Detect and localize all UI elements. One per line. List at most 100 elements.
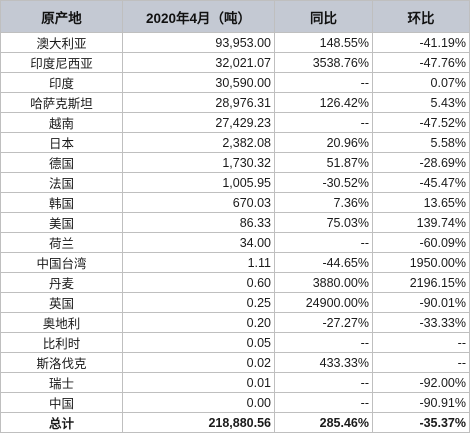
yoy-cell: -- <box>274 72 373 93</box>
table-row: 法国 1,005.95 -30.52% -45.47% <box>0 172 470 193</box>
yoy-cell: 51.87% <box>274 152 373 173</box>
volume-cell: 30,590.00 <box>122 72 275 93</box>
origin-cell: 中国 <box>0 392 123 413</box>
table-row: 印度 30,590.00 -- 0.07% <box>0 72 470 93</box>
yoy-cell: -- <box>274 112 373 133</box>
mom-cell: -90.01% <box>372 292 470 313</box>
origin-cell: 奥地利 <box>0 312 123 333</box>
mom-cell: 13.65% <box>372 192 470 213</box>
mom-cell: 1950.00% <box>372 252 470 273</box>
mom-cell: 0.07% <box>372 72 470 93</box>
volume-cell: 1.11 <box>122 252 275 273</box>
yoy-cell: 75.03% <box>274 212 373 233</box>
mom-cell: -33.33% <box>372 312 470 333</box>
volume-cell: 0.02 <box>122 352 275 373</box>
table-row: 英国 0.25 24900.00% -90.01% <box>0 292 470 313</box>
volume-cell: 670.03 <box>122 192 275 213</box>
origin-cell: 法国 <box>0 172 123 193</box>
table-row: 哈萨克斯坦 28,976.31 126.42% 5.43% <box>0 92 470 113</box>
table-row: 荷兰 34.00 -- -60.09% <box>0 232 470 253</box>
volume-cell: 0.20 <box>122 312 275 333</box>
mom-cell: 5.43% <box>372 92 470 113</box>
yoy-cell: 126.42% <box>274 92 373 113</box>
yoy-cell: -- <box>274 372 373 393</box>
volume-cell: 0.60 <box>122 272 275 293</box>
origin-cell: 韩国 <box>0 192 123 213</box>
mom-cell: 2196.15% <box>372 272 470 293</box>
volume-cell: 0.05 <box>122 332 275 353</box>
mom-cell: -41.19% <box>372 32 470 53</box>
origin-cell: 日本 <box>0 132 123 153</box>
yoy-cell: 20.96% <box>274 132 373 153</box>
mom-cell: -- <box>372 352 470 373</box>
total-mom: -35.37% <box>372 412 470 433</box>
volume-cell: 0.01 <box>122 372 275 393</box>
table-row: 德国 1,730.32 51.87% -28.69% <box>0 152 470 173</box>
table-row: 瑞士 0.01 -- -92.00% <box>0 372 470 393</box>
mom-cell: -60.09% <box>372 232 470 253</box>
table-row: 印度尼西亚 32,021.07 3538.76% -47.76% <box>0 52 470 73</box>
volume-cell: 0.25 <box>122 292 275 313</box>
origin-cell: 澳大利亚 <box>0 32 123 53</box>
table-row: 丹麦 0.60 3880.00% 2196.15% <box>0 272 470 293</box>
mom-cell: -47.52% <box>372 112 470 133</box>
origin-cell: 中国台湾 <box>0 252 123 273</box>
origin-cell: 哈萨克斯坦 <box>0 92 123 113</box>
header-yoy: 同比 <box>274 0 373 33</box>
yoy-cell: -30.52% <box>274 172 373 193</box>
table-row: 越南 27,429.23 -- -47.52% <box>0 112 470 133</box>
volume-cell: 86.33 <box>122 212 275 233</box>
origin-cell: 德国 <box>0 152 123 173</box>
volume-cell: 2,382.08 <box>122 132 275 153</box>
yoy-cell: 148.55% <box>274 32 373 53</box>
table-row: 日本 2,382.08 20.96% 5.58% <box>0 132 470 153</box>
origin-cell: 英国 <box>0 292 123 313</box>
mom-cell: 5.58% <box>372 132 470 153</box>
header-row: 原产地 2020年4月（吨） 同比 环比 <box>0 0 470 33</box>
total-yoy: 285.46% <box>274 412 373 433</box>
origin-cell: 印度尼西亚 <box>0 52 123 73</box>
mom-cell: -92.00% <box>372 372 470 393</box>
origin-cell: 丹麦 <box>0 272 123 293</box>
origin-cell: 美国 <box>0 212 123 233</box>
yoy-cell: 3880.00% <box>274 272 373 293</box>
volume-cell: 1,730.32 <box>122 152 275 173</box>
table-row: 中国台湾 1.11 -44.65% 1950.00% <box>0 252 470 273</box>
volume-cell: 28,976.31 <box>122 92 275 113</box>
yoy-cell: -- <box>274 332 373 353</box>
yoy-cell: 3538.76% <box>274 52 373 73</box>
volume-cell: 0.00 <box>122 392 275 413</box>
table-row: 美国 86.33 75.03% 139.74% <box>0 212 470 233</box>
origin-cell: 越南 <box>0 112 123 133</box>
table-row: 韩国 670.03 7.36% 13.65% <box>0 192 470 213</box>
header-mom: 环比 <box>372 0 470 33</box>
yoy-cell: -- <box>274 392 373 413</box>
header-volume: 2020年4月（吨） <box>122 0 275 33</box>
volume-cell: 1,005.95 <box>122 172 275 193</box>
mom-cell: -- <box>372 332 470 353</box>
origin-cell: 瑞士 <box>0 372 123 393</box>
header-origin: 原产地 <box>0 0 123 33</box>
table-row: 奥地利 0.20 -27.27% -33.33% <box>0 312 470 333</box>
table-row: 斯洛伐克 0.02 433.33% -- <box>0 352 470 373</box>
yoy-cell: -44.65% <box>274 252 373 273</box>
table-row: 比利时 0.05 -- -- <box>0 332 470 353</box>
yoy-cell: 24900.00% <box>274 292 373 313</box>
yoy-cell: -27.27% <box>274 312 373 333</box>
total-row: 总计 218,880.56 285.46% -35.37% <box>0 412 470 433</box>
yoy-cell: -- <box>274 232 373 253</box>
total-label: 总计 <box>0 412 123 433</box>
total-volume: 218,880.56 <box>122 412 275 433</box>
table-body: 澳大利亚 93,953.00 148.55% -41.19% 印度尼西亚 32,021.0… <box>0 32 470 433</box>
table-row: 澳大利亚 93,953.00 148.55% -41.19% <box>0 32 470 53</box>
mom-cell: 139.74% <box>372 212 470 233</box>
mom-cell: -90.91% <box>372 392 470 413</box>
mom-cell: -28.69% <box>372 152 470 173</box>
table-row: 中国 0.00 -- -90.91% <box>0 392 470 413</box>
yoy-cell: 7.36% <box>274 192 373 213</box>
volume-cell: 34.00 <box>122 232 275 253</box>
origin-cell: 比利时 <box>0 332 123 353</box>
volume-cell: 32,021.07 <box>122 52 275 73</box>
volume-cell: 27,429.23 <box>122 112 275 133</box>
